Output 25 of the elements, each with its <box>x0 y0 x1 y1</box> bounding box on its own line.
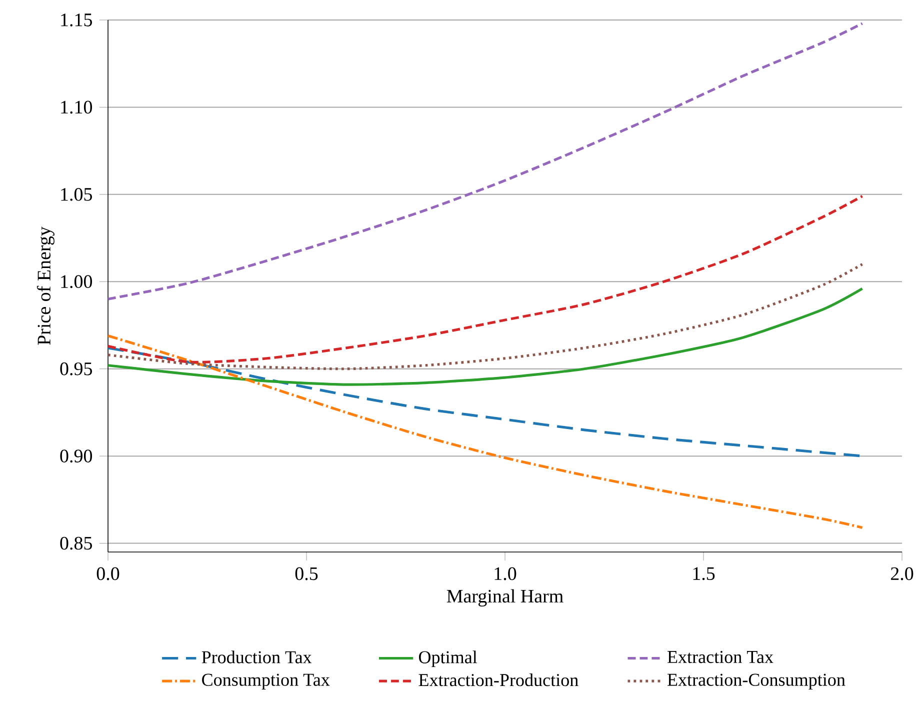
x-tick-label: 2.0 <box>890 567 914 580</box>
y-tick-label: 0.90 <box>60 450 92 463</box>
line-series <box>108 334 864 529</box>
y-axis-title: Price of Energy <box>36 226 54 345</box>
line-series <box>108 194 864 364</box>
y-tick-label: 1.10 <box>61 100 92 114</box>
y-tick-label: 1.00 <box>61 275 92 288</box>
y-tick-label: 0.95 <box>60 362 92 376</box>
line-series <box>108 262 864 370</box>
x-axis-title: Marginal Harm <box>446 589 564 607</box>
line-series <box>108 22 864 300</box>
legend-label: Production Tax <box>202 650 312 664</box>
y-tick-label: 1.15 <box>61 14 92 26</box>
y-tick-label: 1.05 <box>61 188 92 201</box>
legend-label: Extraction Tax <box>668 650 774 664</box>
x-tick-label: 0.5 <box>295 567 318 580</box>
legend-label: Extraction-Production <box>418 673 578 686</box>
legend-label: Consumption Tax <box>202 674 330 690</box>
y-tick-label: 0.85 <box>60 536 92 550</box>
x-tick-label: 1.5 <box>693 567 715 580</box>
line-series <box>108 287 864 386</box>
legend-label: Extraction-Consumption <box>668 674 846 690</box>
x-tick-label: 0.0 <box>96 567 120 580</box>
x-tick-label: 1.0 <box>494 567 516 580</box>
legend-label: Optimal <box>418 650 478 667</box>
